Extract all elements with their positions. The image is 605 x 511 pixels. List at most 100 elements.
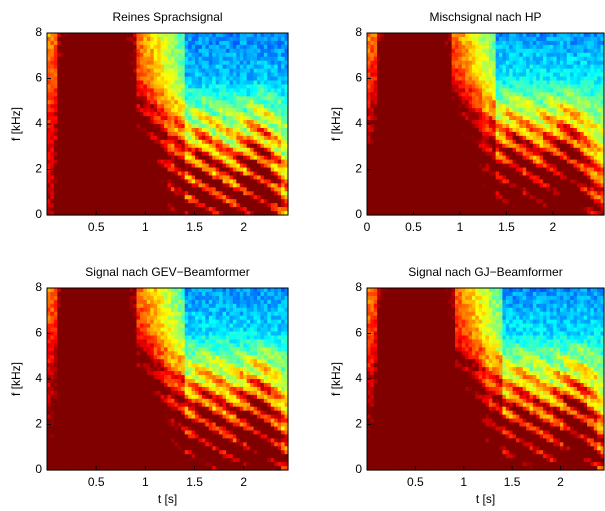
spectrogram-cell: [274, 33, 278, 38]
spectrogram-cell: [260, 195, 264, 200]
spectrogram-cell: [281, 207, 285, 212]
spectrogram-cell: [140, 61, 144, 66]
spectrogram-cell: [188, 96, 192, 101]
spectrogram-cell: [198, 100, 202, 105]
spectrogram-cell: [157, 41, 161, 46]
spectrogram-cell: [109, 69, 113, 74]
spectrogram-cell: [47, 96, 51, 101]
spectrogram-cell: [116, 199, 120, 204]
spectrogram-cell: [174, 73, 178, 78]
spectrogram-cell: [147, 191, 151, 196]
spectrogram-cell: [154, 132, 158, 137]
spectrogram-cell: [181, 179, 185, 184]
spectrogram-cell: [181, 195, 185, 200]
spectrogram-cell: [271, 187, 275, 192]
spectrogram-cell: [150, 41, 154, 46]
spectrogram-cell: [216, 57, 220, 62]
spectrogram-cell: [112, 128, 116, 133]
spectrogram-cell: [254, 164, 258, 169]
spectrogram-cell: [75, 156, 79, 161]
spectrogram-cell: [68, 96, 72, 101]
spectrogram-cell: [81, 100, 85, 105]
spectrogram-cell: [236, 195, 240, 200]
spectrogram-cell: [68, 128, 72, 133]
spectrogram-cell: [271, 69, 275, 74]
spectrogram-cell: [164, 148, 168, 153]
spectrogram-cell: [202, 88, 206, 93]
spectrogram-cell: [205, 88, 209, 93]
spectrogram-cell: [143, 171, 147, 176]
spectrogram-cell: [185, 73, 189, 78]
spectrogram-cell: [247, 144, 251, 149]
spectrogram-cell: [109, 108, 113, 113]
spectrogram-cell: [212, 120, 216, 125]
spectrogram-cell: [192, 128, 196, 133]
spectrogram-cell: [85, 100, 89, 105]
spectrogram-cell: [264, 65, 268, 70]
spectrogram-cell: [140, 37, 144, 42]
spectrogram-cell: [133, 187, 137, 192]
spectrogram-cell: [250, 45, 254, 50]
spectrogram-cell: [116, 171, 120, 176]
spectrogram-cell: [205, 207, 209, 212]
spectrogram-cell: [119, 108, 123, 113]
spectrogram-cell: [81, 112, 85, 117]
spectrogram-cell: [278, 128, 282, 133]
spectrogram-cell: [260, 148, 264, 153]
spectrogram-cell: [250, 179, 254, 184]
spectrogram-cell: [64, 73, 68, 78]
spectrogram-cell: [130, 183, 134, 188]
spectrogram-cell: [88, 168, 92, 173]
spectrogram-cell: [140, 112, 144, 117]
spectrogram-cell: [185, 84, 189, 89]
spectrogram-cell: [205, 168, 209, 173]
spectrogram-cell: [147, 203, 151, 208]
spectrogram-cell: [54, 73, 58, 78]
spectrogram-cell: [112, 49, 116, 54]
spectrogram-cell: [178, 160, 182, 165]
spectrogram-cell: [119, 53, 123, 58]
spectrogram-cell: [257, 49, 261, 54]
spectrogram-cell: [236, 108, 240, 113]
spectrogram-cell: [195, 73, 199, 78]
spectrogram-cell: [95, 104, 99, 109]
spectrogram-cell: [99, 179, 103, 184]
spectrogram-cell: [229, 80, 233, 85]
spectrogram-cell: [243, 77, 247, 82]
spectrogram-cell: [198, 140, 202, 145]
spectrogram-cell: [198, 120, 202, 125]
spectrogram-cell: [205, 65, 209, 70]
spectrogram-cell: [205, 136, 209, 141]
spectrogram-cell: [147, 160, 151, 165]
spectrogram-cell: [181, 96, 185, 101]
spectrogram-cell: [123, 41, 127, 46]
spectrogram-cell: [209, 132, 213, 137]
spectrogram-cell: [99, 33, 103, 38]
spectrogram-cell: [233, 156, 237, 161]
spectrogram-cell: [236, 132, 240, 137]
spectrogram-cell: [236, 203, 240, 208]
spectrogram-cell: [198, 168, 202, 173]
spectrogram-cell: [171, 92, 175, 97]
spectrogram-cell: [281, 100, 285, 105]
spectrogram-cell: [85, 179, 89, 184]
spectrogram-cell: [78, 199, 82, 204]
spectrogram-cell: [88, 108, 92, 113]
spectrogram-cell: [106, 156, 110, 161]
spectrogram-cell: [112, 69, 116, 74]
spectrogram-cell: [274, 148, 278, 153]
spectrogram-cell: [102, 132, 106, 137]
spectrogram-cell: [202, 203, 206, 208]
spectrogram-cell: [219, 69, 223, 74]
spectrogram-cell: [68, 57, 72, 62]
spectrogram-cell: [81, 168, 85, 173]
spectrogram-cell: [57, 96, 61, 101]
spectrogram-cell: [216, 77, 220, 82]
spectrogram-cell: [240, 140, 244, 145]
spectrogram-cell: [236, 120, 240, 125]
spectrogram-cell: [126, 203, 130, 208]
spectrogram-cell: [236, 104, 240, 109]
spectrogram-cell: [54, 152, 58, 157]
spectrogram-cell: [209, 140, 213, 145]
spectrogram-cell: [147, 128, 151, 133]
